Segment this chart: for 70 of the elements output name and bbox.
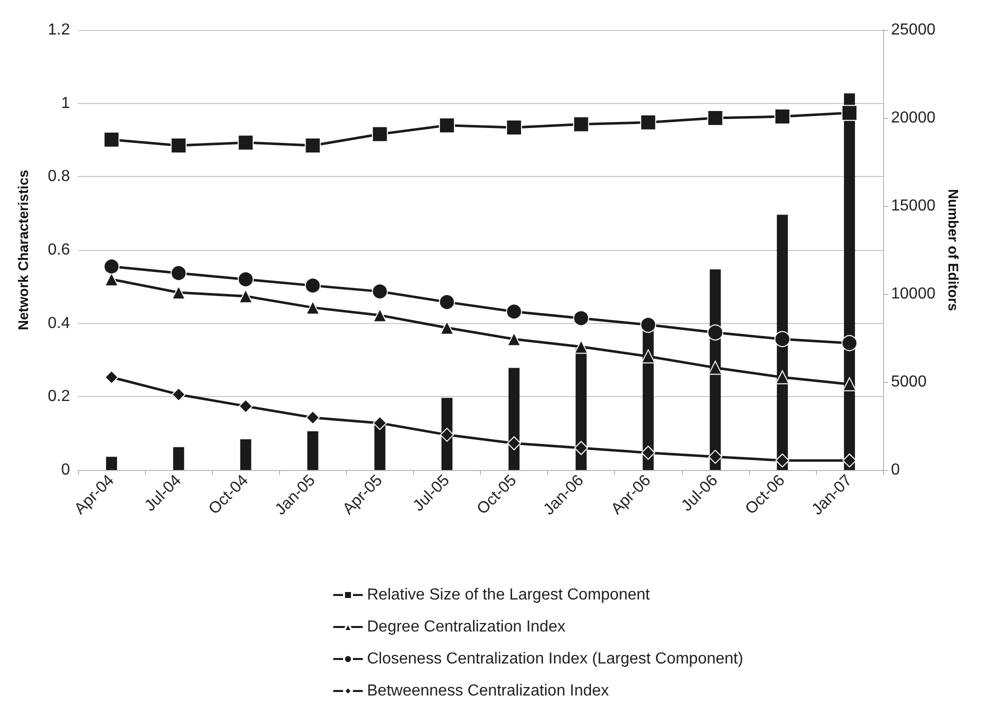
point xyxy=(372,308,387,322)
point xyxy=(507,332,522,346)
point xyxy=(238,134,254,151)
legend-label: Degree Centralization Index xyxy=(367,618,566,636)
point xyxy=(640,114,656,130)
y2-tick-label: 20000 xyxy=(891,110,936,126)
point xyxy=(438,294,455,310)
bar xyxy=(307,431,318,470)
point xyxy=(707,324,724,340)
point xyxy=(306,410,320,425)
point xyxy=(104,132,120,148)
point xyxy=(506,120,522,136)
y2-axis-title: Number of Editors xyxy=(945,188,962,312)
point xyxy=(172,387,186,402)
point xyxy=(306,300,320,315)
y2-tick-label: 25000 xyxy=(891,22,936,38)
point xyxy=(842,453,856,468)
y-tick-label: 0 xyxy=(61,462,70,478)
point xyxy=(372,416,387,430)
point xyxy=(440,320,454,335)
y2-tick-label: 15000 xyxy=(891,198,936,214)
point xyxy=(438,117,455,134)
point xyxy=(507,436,522,450)
bar xyxy=(106,456,118,470)
y2-tick-label: 10000 xyxy=(891,286,936,302)
point xyxy=(775,370,790,384)
point xyxy=(104,370,119,384)
point xyxy=(774,108,790,125)
bar xyxy=(240,439,252,470)
y-tick-label: 0.8 xyxy=(48,168,70,186)
point xyxy=(170,265,187,282)
point xyxy=(506,304,522,320)
bar xyxy=(173,447,184,470)
y-tick-label: 0.6 xyxy=(48,242,70,258)
point xyxy=(573,116,590,132)
point xyxy=(170,138,187,154)
point xyxy=(708,360,722,375)
point xyxy=(372,126,388,142)
point xyxy=(238,399,253,414)
point xyxy=(707,110,724,126)
point xyxy=(641,446,656,460)
y2-tick-label: 5000 xyxy=(891,374,927,390)
y-tick-label: 1.2 xyxy=(48,22,70,38)
point xyxy=(774,331,790,348)
y-tick-label: 1 xyxy=(61,94,70,112)
y-axis-title: Network Characteristics xyxy=(15,170,31,330)
point xyxy=(104,258,120,274)
point xyxy=(842,377,856,392)
y2-tick-label: 0 xyxy=(891,462,900,478)
point xyxy=(440,428,454,442)
y-tick-label: 0.2 xyxy=(48,388,70,406)
point xyxy=(304,138,321,154)
point xyxy=(574,340,588,354)
point xyxy=(640,316,656,333)
legend-label: Closeness Centralization Index (Largest Component) xyxy=(367,650,744,668)
point xyxy=(573,310,590,326)
point xyxy=(238,289,253,304)
point xyxy=(304,278,321,294)
point xyxy=(775,453,790,468)
point xyxy=(641,349,656,364)
point xyxy=(708,450,722,464)
point xyxy=(372,283,388,300)
legend-label: Relative Size of the Largest Component xyxy=(367,586,650,604)
point xyxy=(172,286,186,300)
point xyxy=(841,335,858,352)
y-tick-label: 0.4 xyxy=(48,314,70,332)
point xyxy=(841,104,858,121)
point xyxy=(574,441,588,455)
legend-label: Betweenness Centralization Index xyxy=(367,682,609,700)
point xyxy=(238,271,254,288)
